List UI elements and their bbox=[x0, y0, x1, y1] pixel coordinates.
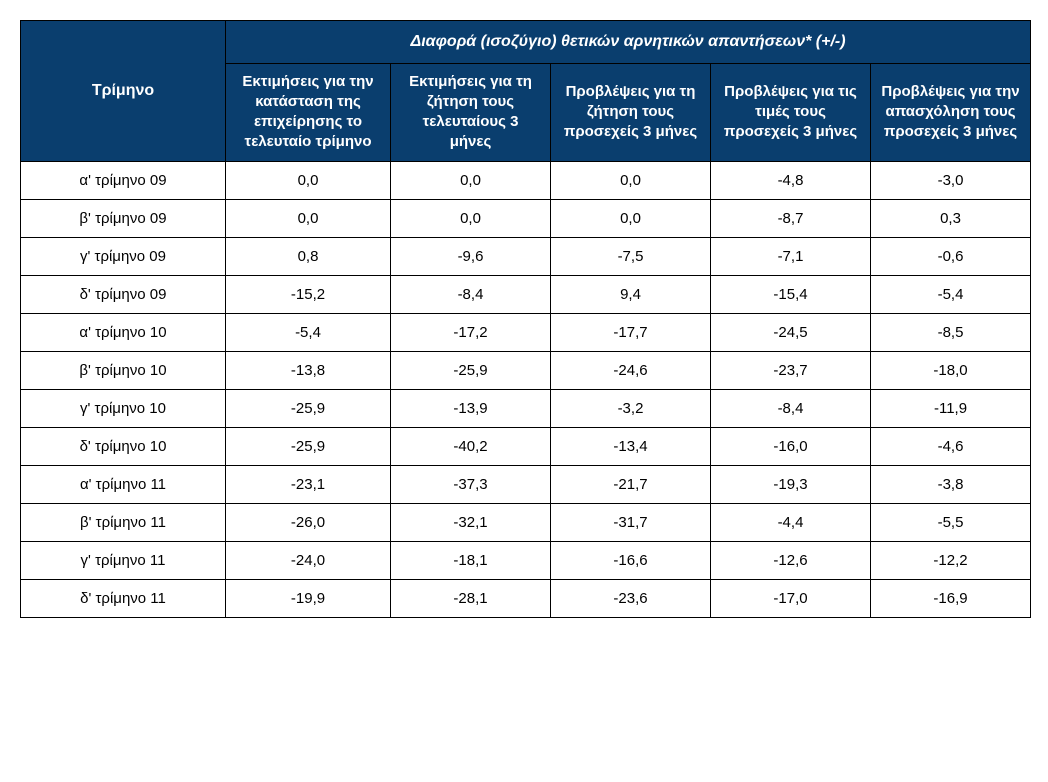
cell: -7,1 bbox=[711, 237, 871, 275]
cell: -25,9 bbox=[226, 389, 391, 427]
cell: -9,6 bbox=[391, 237, 551, 275]
table-row: γ' τρίμηνο 10-25,9-13,9-3,2-8,4-11,9 bbox=[21, 389, 1031, 427]
cell: -19,9 bbox=[226, 579, 391, 617]
cell: -18,1 bbox=[391, 541, 551, 579]
cell: -32,1 bbox=[391, 503, 551, 541]
cell: -23,1 bbox=[226, 465, 391, 503]
table-row: γ' τρίμηνο 11-24,0-18,1-16,6-12,6-12,2 bbox=[21, 541, 1031, 579]
table-row: α' τρίμηνο 10-5,4-17,2-17,7-24,5-8,5 bbox=[21, 313, 1031, 351]
cell: -15,4 bbox=[711, 275, 871, 313]
table-row: δ' τρίμηνο 09-15,2-8,49,4-15,4-5,4 bbox=[21, 275, 1031, 313]
col-header-3: Προβλέψεις για τις τιμές τους προσεχείς … bbox=[711, 63, 871, 161]
row-label: α' τρίμηνο 09 bbox=[21, 161, 226, 199]
cell: -16,9 bbox=[871, 579, 1031, 617]
cell: -8,7 bbox=[711, 199, 871, 237]
table-row: γ' τρίμηνο 090,8-9,6-7,5-7,1-0,6 bbox=[21, 237, 1031, 275]
cell: -24,0 bbox=[226, 541, 391, 579]
cell: 0,0 bbox=[391, 199, 551, 237]
cell: -17,7 bbox=[551, 313, 711, 351]
table-row: δ' τρίμηνο 11-19,9-28,1-23,6-17,0-16,9 bbox=[21, 579, 1031, 617]
cell: -37,3 bbox=[391, 465, 551, 503]
cell: -15,2 bbox=[226, 275, 391, 313]
cell: -4,6 bbox=[871, 427, 1031, 465]
cell: -28,1 bbox=[391, 579, 551, 617]
cell: -21,7 bbox=[551, 465, 711, 503]
cell: -17,2 bbox=[391, 313, 551, 351]
cell: -8,4 bbox=[391, 275, 551, 313]
cell: -24,6 bbox=[551, 351, 711, 389]
cell: -16,6 bbox=[551, 541, 711, 579]
cell: -26,0 bbox=[226, 503, 391, 541]
row-label: α' τρίμηνο 10 bbox=[21, 313, 226, 351]
cell: 9,4 bbox=[551, 275, 711, 313]
cell: 0,0 bbox=[226, 199, 391, 237]
row-label: β' τρίμηνο 09 bbox=[21, 199, 226, 237]
row-label: γ' τρίμηνο 09 bbox=[21, 237, 226, 275]
col-header-2: Προβλέψεις για τη ζήτηση τους προσεχείς … bbox=[551, 63, 711, 161]
cell: -17,0 bbox=[711, 579, 871, 617]
cell: -13,8 bbox=[226, 351, 391, 389]
cell: -12,2 bbox=[871, 541, 1031, 579]
row-header-label: Τρίμηνο bbox=[21, 21, 226, 162]
cell: -24,5 bbox=[711, 313, 871, 351]
cell: -3,8 bbox=[871, 465, 1031, 503]
cell: -3,2 bbox=[551, 389, 711, 427]
cell: -13,9 bbox=[391, 389, 551, 427]
cell: -5,4 bbox=[226, 313, 391, 351]
cell: -23,6 bbox=[551, 579, 711, 617]
cell: -19,3 bbox=[711, 465, 871, 503]
row-label: β' τρίμηνο 10 bbox=[21, 351, 226, 389]
cell: -8,5 bbox=[871, 313, 1031, 351]
table-row: β' τρίμηνο 090,00,00,0-8,70,3 bbox=[21, 199, 1031, 237]
cell: 0,0 bbox=[226, 161, 391, 199]
row-label: β' τρίμηνο 11 bbox=[21, 503, 226, 541]
row-label: γ' τρίμηνο 10 bbox=[21, 389, 226, 427]
cell: -4,4 bbox=[711, 503, 871, 541]
col-header-0: Εκτιμήσεις για την κατάσταση της επιχείρ… bbox=[226, 63, 391, 161]
cell: -8,4 bbox=[711, 389, 871, 427]
row-label: γ' τρίμηνο 11 bbox=[21, 541, 226, 579]
cell: 0,0 bbox=[551, 199, 711, 237]
cell: -5,4 bbox=[871, 275, 1031, 313]
spanner-label: Διαφορά (ισοζύγιο) θετικών αρνητικών απα… bbox=[226, 21, 1031, 64]
cell: -5,5 bbox=[871, 503, 1031, 541]
table-row: β' τρίμηνο 11-26,0-32,1-31,7-4,4-5,5 bbox=[21, 503, 1031, 541]
cell: -11,9 bbox=[871, 389, 1031, 427]
cell: 0,0 bbox=[551, 161, 711, 199]
cell: 0,3 bbox=[871, 199, 1031, 237]
table-row: α' τρίμηνο 090,00,00,0-4,8-3,0 bbox=[21, 161, 1031, 199]
cell: -40,2 bbox=[391, 427, 551, 465]
cell: -12,6 bbox=[711, 541, 871, 579]
table-row: δ' τρίμηνο 10-25,9-40,2-13,4-16,0-4,6 bbox=[21, 427, 1031, 465]
cell: -18,0 bbox=[871, 351, 1031, 389]
row-label: α' τρίμηνο 11 bbox=[21, 465, 226, 503]
row-label: δ' τρίμηνο 11 bbox=[21, 579, 226, 617]
cell: -25,9 bbox=[226, 427, 391, 465]
cell: -3,0 bbox=[871, 161, 1031, 199]
table-row: α' τρίμηνο 11-23,1-37,3-21,7-19,3-3,8 bbox=[21, 465, 1031, 503]
cell: -23,7 bbox=[711, 351, 871, 389]
col-header-4: Προβλέψεις για την απασχόληση τους προσε… bbox=[871, 63, 1031, 161]
cell: -4,8 bbox=[711, 161, 871, 199]
cell: -13,4 bbox=[551, 427, 711, 465]
cell: -7,5 bbox=[551, 237, 711, 275]
balance-table: Τρίμηνο Διαφορά (ισοζύγιο) θετικών αρνητ… bbox=[20, 20, 1031, 618]
row-label: δ' τρίμηνο 10 bbox=[21, 427, 226, 465]
cell: 0,8 bbox=[226, 237, 391, 275]
cell: -16,0 bbox=[711, 427, 871, 465]
cell: -25,9 bbox=[391, 351, 551, 389]
row-label: δ' τρίμηνο 09 bbox=[21, 275, 226, 313]
col-header-1: Εκτιμήσεις για τη ζήτηση τους τελευταίου… bbox=[391, 63, 551, 161]
table-row: β' τρίμηνο 10-13,8-25,9-24,6-23,7-18,0 bbox=[21, 351, 1031, 389]
cell: -0,6 bbox=[871, 237, 1031, 275]
cell: 0,0 bbox=[391, 161, 551, 199]
cell: -31,7 bbox=[551, 503, 711, 541]
